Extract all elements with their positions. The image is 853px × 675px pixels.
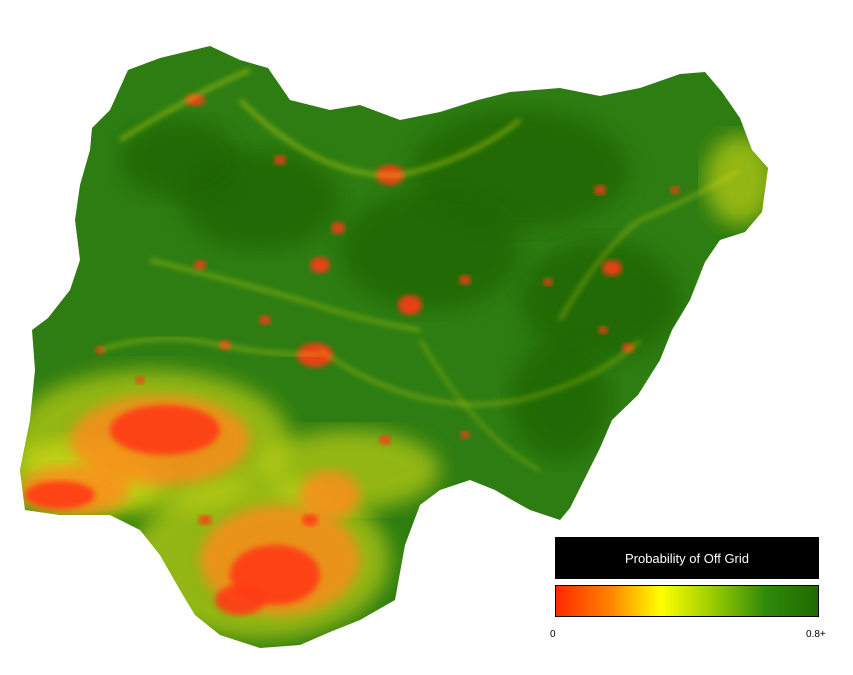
road-line: [319, 339, 641, 406]
settlement-hotspot: [259, 315, 271, 325]
orange-region: [300, 470, 360, 520]
road-line: [558, 168, 741, 321]
legend-max-label: 0.8+: [806, 629, 826, 640]
settlement-hotspot: [670, 186, 680, 194]
settlement-hotspot: [622, 343, 634, 353]
settlement-hotspot: [302, 514, 318, 526]
legend-color-bar: [555, 585, 819, 617]
settlement-hotspot: [379, 435, 391, 445]
settlement-hotspot: [185, 94, 205, 106]
settlement-hotspot: [460, 431, 470, 439]
settlement-hotspot: [310, 257, 330, 273]
road-line: [99, 337, 321, 357]
settlement-hotspot: [110, 405, 220, 455]
settlement-hotspot: [198, 515, 212, 525]
settlement-hotspot: [598, 326, 608, 334]
settlement-hotspot: [194, 260, 206, 270]
dark-green-region: [520, 240, 680, 360]
road-line: [238, 98, 521, 177]
road-line: [149, 258, 421, 332]
settlement-hotspot: [398, 295, 422, 315]
settlement-hotspot: [594, 185, 606, 195]
probability-surface: [20, 68, 768, 640]
legend-title: Probability of Off Grid: [624, 550, 750, 566]
settlement-hotspot: [543, 278, 553, 286]
road-line: [419, 339, 541, 471]
settlement-hotspot: [135, 376, 145, 384]
dark-green-region: [340, 190, 520, 310]
dark-green-region: [120, 120, 240, 200]
settlement-hotspot: [459, 275, 471, 285]
legend-min-label: 0: [550, 629, 556, 640]
settlement-hotspot: [25, 481, 95, 509]
settlement-hotspot: [274, 155, 286, 165]
settlement-hotspot: [331, 222, 345, 234]
settlement-hotspot: [602, 260, 622, 276]
yellow-region: [705, 135, 768, 225]
dark-green-region: [510, 340, 610, 460]
road-line: [119, 68, 251, 142]
settlement-hotspot: [215, 585, 265, 615]
legend-title-box: Probability of Off Grid: [555, 537, 819, 579]
